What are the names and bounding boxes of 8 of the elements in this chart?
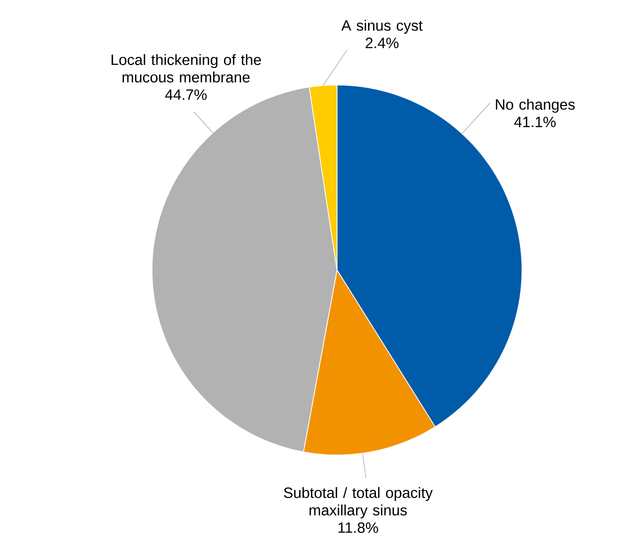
slice-label: Local thickening of the mucous membrane [112,54,261,83]
slice-label: A sinus cyst [341,20,423,34]
data-label: 44.7% [165,89,207,100]
data-label: 11.8% [338,522,378,533]
data-label: 41.1% [514,116,556,128]
slice-label: Subtotal / total opacity maxillary sinus [284,487,433,518]
data-label: 2.4% [366,38,398,48]
slice-label: No changes [496,98,575,113]
